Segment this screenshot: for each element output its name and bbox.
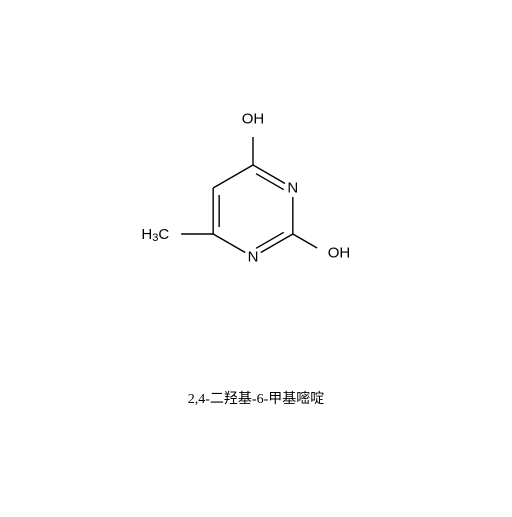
molecule-svg: N N OH OH H3C	[0, 0, 512, 517]
svg-text:OH: OH	[242, 111, 265, 128]
svg-text:H3C: H3C	[141, 226, 169, 245]
svg-text:OH: OH	[328, 245, 351, 262]
svg-text:N: N	[248, 249, 259, 266]
svg-text:N: N	[287, 180, 298, 197]
compound-name: 2,4-二羟基-6-甲基嘧啶	[0, 388, 512, 408]
molecule-figure: { "caption": { "text": "2,4-二羟基-6-甲基嘧啶",…	[0, 0, 512, 517]
